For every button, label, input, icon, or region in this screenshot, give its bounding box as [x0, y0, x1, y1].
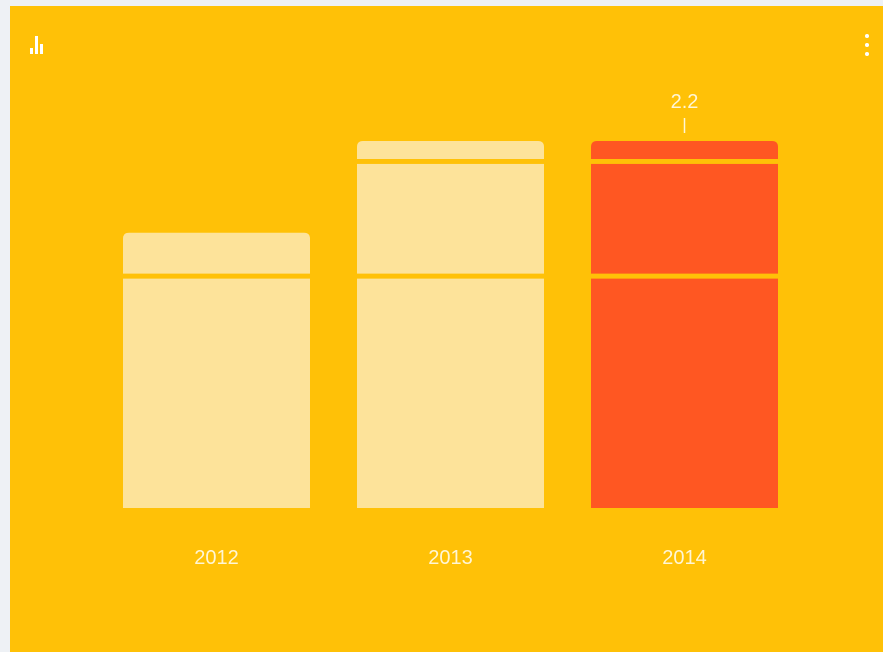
bar-chart: 2012 2013 2014 2.2	[123, 91, 778, 569]
more-vert-icon[interactable]	[863, 32, 871, 60]
x-tick-label: 2012	[194, 547, 239, 569]
bar-segment[interactable]	[591, 141, 778, 159]
x-tick-label: 2014	[662, 547, 707, 569]
bar-segment[interactable]	[591, 278, 778, 508]
bar-segment[interactable]	[357, 141, 544, 159]
bar-segment[interactable]	[123, 232, 310, 274]
data-label: 2.2	[671, 91, 699, 113]
chart-card: 2012 2013 2014 2.2	[10, 6, 883, 652]
bar-chart-icon[interactable]	[30, 30, 48, 54]
bar-segment[interactable]	[357, 278, 544, 508]
bar-segment[interactable]	[357, 163, 544, 274]
x-tick-label: 2013	[428, 547, 473, 569]
bar-segment[interactable]	[591, 163, 778, 274]
bar-segment[interactable]	[123, 278, 310, 508]
